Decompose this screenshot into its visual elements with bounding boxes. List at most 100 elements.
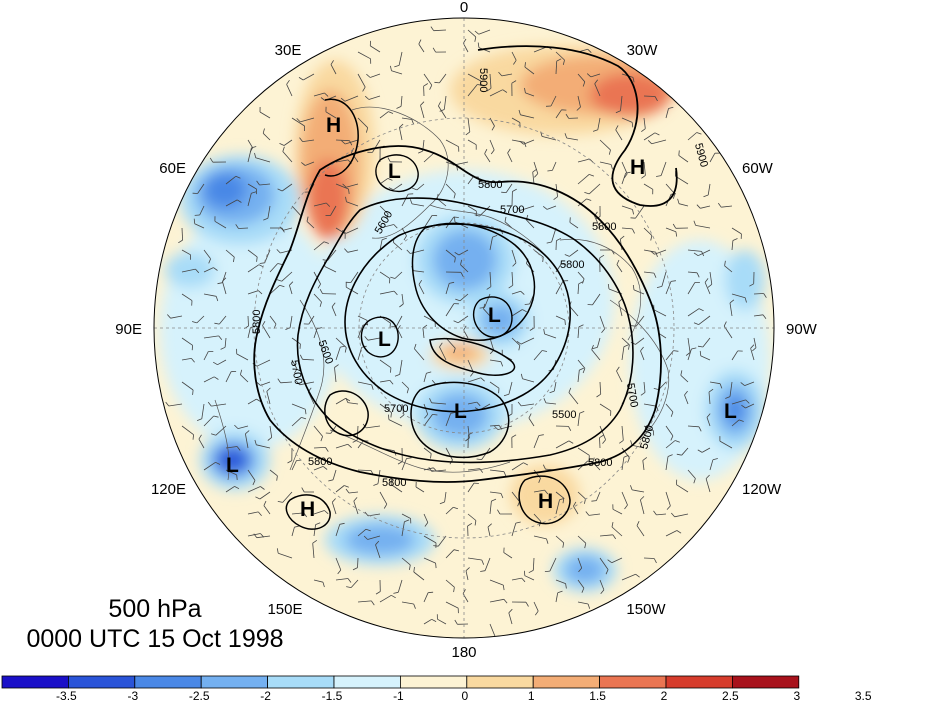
wind-barb xyxy=(391,70,403,75)
wind-barb xyxy=(479,205,491,217)
wind-barb-feather xyxy=(304,409,307,415)
wind-barb xyxy=(745,403,755,409)
wind-barb xyxy=(401,293,404,305)
longitude-label-90w: 90W xyxy=(786,321,818,338)
wind-barb xyxy=(437,535,447,547)
wind-barb xyxy=(511,577,522,581)
wind-barb-feather xyxy=(696,132,702,135)
wind-barb-feather xyxy=(546,538,549,544)
wind-barb-feather xyxy=(698,308,704,312)
wind-barb-feather xyxy=(512,188,517,192)
wind-barb-feather xyxy=(615,110,621,114)
wind-barb-feather xyxy=(255,496,261,500)
wind-barb xyxy=(687,348,692,361)
wind-barb xyxy=(423,447,432,454)
colorbar-box xyxy=(732,675,800,689)
wind-barb xyxy=(489,271,492,287)
wind-barb xyxy=(379,594,392,603)
contour-label: 5700 xyxy=(384,403,408,415)
colorbar-tick-label: 1 xyxy=(528,689,535,702)
wind-barb xyxy=(181,249,191,256)
coastline-greenland xyxy=(559,238,642,341)
wind-barb xyxy=(681,447,689,456)
wind-barb-feather xyxy=(299,354,303,360)
wind-barb xyxy=(330,64,337,75)
wind-barb-feather xyxy=(497,509,501,515)
wind-barb xyxy=(731,350,739,361)
wind-barb xyxy=(247,327,251,339)
contour-low-europe xyxy=(375,154,419,192)
wind-barb-feather xyxy=(592,347,598,349)
wind-barb xyxy=(577,198,587,207)
wind-barb-feather xyxy=(289,281,294,286)
wind-barb xyxy=(528,417,535,427)
wind-barb-feather xyxy=(381,237,387,241)
wind-barb-feather xyxy=(324,510,329,515)
wind-barb xyxy=(423,215,433,229)
wind-barb-feather xyxy=(564,319,566,325)
wind-barb xyxy=(247,183,257,190)
wind-barb-feather xyxy=(503,599,508,604)
wind-barb xyxy=(357,315,368,321)
wind-barb xyxy=(237,425,249,429)
wind-barb-feather xyxy=(623,173,628,179)
wind-barb-feather xyxy=(258,264,264,268)
wind-barb xyxy=(555,51,565,61)
wind-barb-feather xyxy=(316,327,322,330)
wind-barb-feather xyxy=(429,398,432,403)
wind-barb-feather xyxy=(326,202,331,207)
wind-barb-feather xyxy=(429,85,433,90)
wind-barb xyxy=(399,359,403,375)
wind-barb-feather xyxy=(581,587,585,593)
wind-barb-feather xyxy=(411,119,414,125)
wind-barb-feather xyxy=(675,231,678,237)
wind-barb-feather xyxy=(344,347,347,353)
wind-barb xyxy=(397,579,403,593)
wind-barb xyxy=(642,460,645,471)
wind-barb xyxy=(418,284,425,295)
wind-barb xyxy=(357,440,364,449)
wind-barb-feather xyxy=(542,257,544,263)
wind-barb xyxy=(335,578,349,581)
wind-barb-feather xyxy=(542,464,546,470)
wind-barb xyxy=(346,201,359,207)
wind-barb-feather xyxy=(707,283,713,288)
wind-barb xyxy=(445,413,452,427)
wind-barb-feather xyxy=(424,414,429,419)
wind-barb-feather xyxy=(654,132,660,136)
wind-barb xyxy=(222,281,227,295)
wind-barb xyxy=(592,293,601,306)
wind-barb xyxy=(599,161,612,165)
wind-barb xyxy=(616,370,623,383)
wind-barb-feather xyxy=(191,321,198,324)
wind-barb xyxy=(259,491,271,500)
wind-barb xyxy=(350,579,359,588)
wind-barb-feather xyxy=(616,366,620,372)
wind-barb-feather xyxy=(453,506,459,510)
contour-label: 5800 xyxy=(308,456,332,468)
wind-barb xyxy=(521,403,535,407)
wind-barb xyxy=(599,315,606,330)
wind-barb-feather xyxy=(586,198,592,201)
map-disk-border xyxy=(153,17,775,639)
wind-barb-feather xyxy=(477,42,480,48)
wind-barb-feather xyxy=(492,235,498,238)
wind-barb-feather xyxy=(562,59,565,65)
wind-barb-feather xyxy=(680,370,683,376)
wind-barb xyxy=(566,137,579,141)
wind-barb-feather xyxy=(463,325,467,331)
wind-barb-feather xyxy=(619,440,624,444)
wind-barb xyxy=(282,151,293,163)
wind-barb xyxy=(599,139,611,151)
wind-barb xyxy=(489,237,493,251)
wind-barb-feather xyxy=(462,589,466,594)
wind-barb-feather xyxy=(286,79,290,85)
wind-barb xyxy=(313,92,325,97)
wind-barb xyxy=(439,346,447,361)
wind-barb-feather xyxy=(607,559,612,564)
wind-barb-feather xyxy=(347,444,352,448)
wind-barb-feather xyxy=(599,434,604,439)
wind-barb xyxy=(368,95,381,100)
wind-barb xyxy=(687,132,697,141)
wind-barb xyxy=(196,315,205,324)
